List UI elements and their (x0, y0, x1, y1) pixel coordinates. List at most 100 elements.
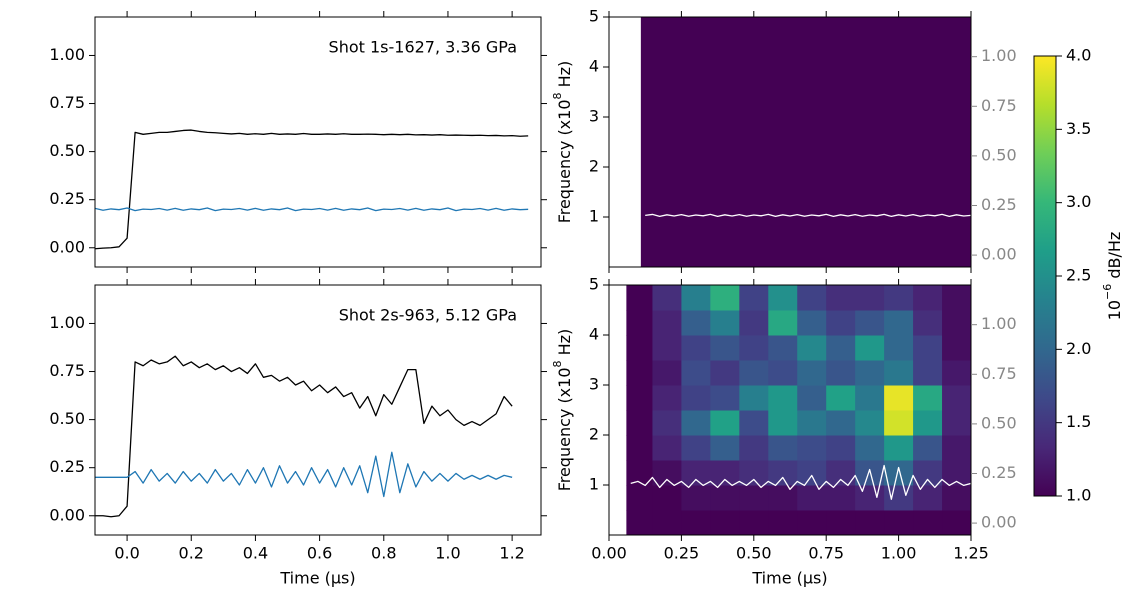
y2-tick-label: 0.75 (981, 96, 1017, 115)
heatmap-cell (942, 510, 971, 535)
heatmap-cell (797, 335, 827, 361)
heatmap-cell (913, 435, 943, 461)
label-sup: 8 (551, 92, 564, 99)
heatmap-cell (797, 435, 827, 461)
heatmap-cell (739, 460, 769, 486)
heatmap-cell (855, 510, 885, 535)
label-text: Frequency (x10 (555, 367, 574, 491)
y-tick-label: 1.00 (49, 45, 85, 64)
heatmap-cell (710, 385, 740, 411)
heatmap-cell (768, 335, 798, 361)
heatmap-cell (768, 360, 798, 386)
heatmap-cell (626, 335, 653, 361)
heatmap-cell (942, 385, 971, 411)
colorbar-tick-label: 1.0 (1066, 486, 1091, 505)
colorbar-tick-label: 3.0 (1066, 192, 1091, 211)
y-tick-label: 4 (589, 57, 599, 76)
heatmap-cell (826, 385, 856, 411)
heatmap-cell (739, 485, 769, 511)
y2-tick-label: 0.00 (981, 245, 1017, 264)
heatmap-cell (739, 285, 769, 311)
x-tick-label: 0.75 (808, 544, 844, 563)
heatmap-cell (681, 360, 711, 386)
colorbar-tick-label: 2.5 (1066, 266, 1091, 285)
heatmap-cell (942, 410, 971, 436)
heatmap-cell (797, 310, 827, 336)
colorbar (1033, 55, 1057, 497)
heatmap-cell (652, 285, 682, 311)
heatmap-cell (942, 285, 971, 311)
heatmap-cell (710, 510, 740, 535)
heatmap-cell (710, 285, 740, 311)
frame (94, 284, 542, 536)
x-tick-label: 0.4 (243, 544, 268, 563)
heatmap-cell (884, 285, 914, 311)
heatmap-cell (797, 410, 827, 436)
heatmap-cell (739, 335, 769, 361)
heatmap-cell (681, 335, 711, 361)
heatmap-cell (652, 435, 682, 461)
heatmap-cell (626, 385, 653, 411)
trace (95, 207, 529, 212)
x-tick-label: 0.8 (371, 544, 396, 563)
heatmap-cell (913, 335, 943, 361)
y2-tick-label: 1.00 (981, 314, 1017, 333)
heatmap-cell (942, 310, 971, 336)
colorbar-tick-label: 4.0 (1066, 46, 1091, 65)
heatmap-cell (942, 485, 971, 511)
y-tick-label: 0.25 (49, 189, 85, 208)
heatmap-cell (768, 510, 798, 535)
y-tick-label: 0.75 (49, 93, 85, 112)
heatmap-cell (768, 310, 798, 336)
heatmap-cell (797, 485, 827, 511)
heatmap-cell (768, 460, 798, 486)
heatmap-cell (626, 485, 653, 511)
heatmap-cell (768, 485, 798, 511)
heatmap-cell (797, 285, 827, 311)
x-axis-label: Time (μs) (279, 569, 355, 588)
heatmap-cell (884, 510, 914, 535)
x-axis-label: Time (μs) (751, 569, 827, 588)
y2-tick-label: 0.25 (981, 463, 1017, 482)
y-tick-label: 1.00 (49, 313, 85, 332)
heatmap-cell (768, 435, 798, 461)
heatmap-cell (942, 435, 971, 461)
heatmap-cell (826, 510, 856, 535)
x-tick-label: 1.25 (953, 544, 989, 563)
heatmap-cell (913, 410, 943, 436)
heatmap-cell (884, 410, 914, 436)
heatmap-cell (768, 410, 798, 436)
y-tick-label: 3 (589, 375, 599, 394)
trace (95, 355, 513, 518)
heatmap-cell (652, 485, 682, 511)
x-tick-label: 0.25 (664, 544, 700, 563)
y-tick-label: 1 (589, 475, 599, 494)
y2-tick-label: 0.00 (981, 513, 1017, 532)
heatmap-cell (710, 360, 740, 386)
frame (608, 284, 972, 536)
heatmap-cell (681, 285, 711, 311)
x-tick-label: 0.0 (114, 544, 139, 563)
heatmap-cell (652, 510, 682, 535)
heatmap-cell (826, 335, 856, 361)
trace (95, 129, 529, 250)
x-tick-label: 0.50 (736, 544, 772, 563)
heatmap-cell (681, 460, 711, 486)
frame (94, 16, 542, 268)
heatmap-cell (884, 335, 914, 361)
heatmap-cell (739, 385, 769, 411)
heatmap-cell (640, 17, 971, 267)
heatmap-cell (797, 510, 827, 535)
heatmap-cell (652, 460, 682, 486)
y-tick-label: 5 (589, 7, 599, 26)
plot-area (640, 17, 971, 267)
heatmap-cell (855, 360, 885, 386)
heatmap-cell (855, 285, 885, 311)
heatmap-cell (913, 460, 943, 486)
heatmap-cell (855, 310, 885, 336)
x-tick-label: 0.6 (307, 544, 332, 563)
colorbar-tick-label: 3.5 (1066, 119, 1091, 138)
heatmap-cell (739, 435, 769, 461)
heatmap-cell (884, 385, 914, 411)
heatmap-cell (710, 435, 740, 461)
